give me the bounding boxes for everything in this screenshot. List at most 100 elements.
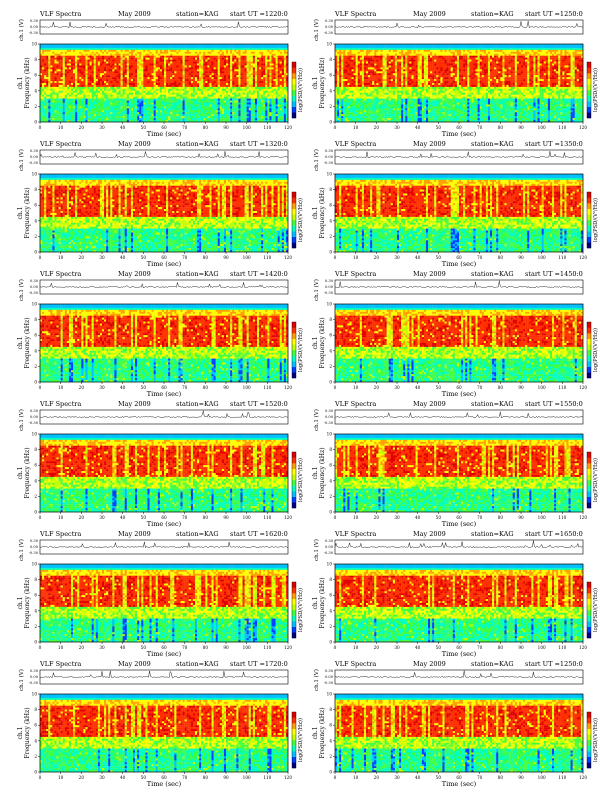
spectrogram-cell: [48, 118, 51, 121]
spectrogram-cell: [250, 100, 254, 103]
spectrogram-cell: [102, 45, 105, 49]
spectrogram-cell: [209, 49, 212, 52]
spectrogram-cell: [223, 92, 227, 95]
spectrogram-cell: [133, 77, 136, 80]
spectrogram-cell: [130, 96, 134, 99]
spectrogram-cell: [248, 53, 251, 56]
spectrogram-cell: [87, 81, 90, 84]
spectrogram-cell: [221, 49, 225, 52]
spectrogram-cell: [263, 73, 266, 76]
spectrogram-cell: [104, 79, 107, 82]
spectrogram-cell: [273, 53, 276, 56]
spectrogram-cell: [153, 92, 156, 95]
spectrogram-cell: [176, 69, 179, 72]
spectrogram-cell: [230, 114, 233, 117]
spectrogram-cell: [207, 96, 210, 99]
spectrogram-cell: [186, 116, 189, 119]
spectrogram-cell: [164, 108, 167, 111]
spectrogram-cell: [118, 92, 121, 95]
spectrogram-cell: [166, 88, 169, 91]
spectrogram-cell: [168, 45, 171, 49]
spectrogram-cell: [207, 49, 210, 52]
spectrogram-cell: [230, 69, 233, 72]
spectrogram-cell: [275, 57, 278, 60]
spectrogram-cell: [56, 94, 59, 97]
spectrogram-cell: [102, 81, 105, 84]
spectrogram-cell: [50, 116, 53, 119]
spectrogram-cell: [248, 59, 251, 62]
spectrogram-cell: [195, 96, 198, 99]
spectrogram-cell: [201, 47, 204, 50]
spectrogram-cell: [184, 120, 187, 123]
spectrogram-cell: [161, 61, 165, 64]
spectrogram-cell: [122, 118, 125, 121]
spectrogram-cell: [176, 57, 179, 60]
spectrogram-cell: [207, 57, 210, 60]
spectrogram-cell: [79, 75, 82, 78]
spectrogram-cell: [153, 112, 156, 115]
spectrogram-cell: [277, 94, 280, 97]
spectrogram-cell: [265, 47, 268, 50]
spectrogram-cell: [143, 67, 146, 70]
spectrogram-cell: [261, 114, 264, 117]
spectrogram-cell: [83, 116, 86, 119]
spectrogram-cell: [166, 77, 169, 80]
spectrogram-cell: [56, 88, 59, 91]
spectrogram-cell: [155, 90, 158, 93]
spectrogram-cell: [93, 88, 96, 91]
spectrogram-cell: [168, 77, 171, 80]
spectrogram-cell: [263, 59, 266, 62]
spectrogram-cell: [102, 44, 105, 47]
spectrogram-cell: [135, 86, 138, 89]
spectrogram-cell: [228, 63, 231, 66]
spectrogram-cell: [71, 118, 74, 121]
spectrogram-cell: [164, 94, 167, 97]
spectrogram-cell: [279, 47, 282, 50]
spectrogram-cell: [54, 114, 57, 117]
spectrogram-cell: [223, 49, 227, 52]
spectrogram-cell: [118, 102, 121, 105]
spectrogram-cell: [87, 116, 90, 119]
spectrogram-cell: [186, 96, 189, 99]
spectrogram-cell: [254, 120, 258, 123]
spectrogram-cell: [128, 47, 132, 50]
spectrogram-cell: [50, 110, 53, 113]
spectrogram-cell: [114, 55, 117, 58]
spectrogram-cell: [277, 106, 280, 109]
spectrogram-cell: [236, 61, 239, 64]
spectrogram-cell: [161, 120, 165, 123]
spectrogram-cell: [572, 44, 575, 47]
spectrogram-cell: [91, 94, 94, 97]
spectrogram-cell: [382, 44, 385, 47]
spectrogram-cell: [133, 73, 136, 76]
spectrogram-cell: [149, 84, 152, 88]
spectrogram-cell: [149, 104, 152, 107]
spectrogram-cell: [48, 69, 51, 72]
spectrogram-cell: [110, 49, 113, 52]
spectrogram-cell: [265, 86, 268, 89]
spectrogram-cell: [199, 67, 202, 70]
spectrogram-cell: [275, 79, 278, 82]
spectrogram-cell: [277, 55, 280, 58]
spectrogram-cell: [133, 81, 136, 84]
spectrogram-cell: [97, 55, 101, 58]
spectrogram-cell: [79, 100, 82, 103]
spectrogram-cell: [124, 84, 127, 88]
spectrogram-cell: [180, 61, 183, 64]
spectrogram-cell: [85, 94, 88, 97]
spectrogram-cell: [118, 57, 121, 60]
spectrogram-cell: [155, 86, 158, 89]
spectrogram-cell: [149, 94, 152, 97]
spectrogram-cell: [149, 63, 152, 66]
spectrogram-cell: [124, 92, 127, 95]
spectrogram-cell: [259, 71, 262, 74]
spectrogram-cell: [238, 114, 241, 117]
spectrogram-cell: [244, 77, 247, 80]
spectrogram-cell: [226, 79, 229, 82]
spectrogram-cell: [116, 77, 119, 80]
spectrogram-cell: [126, 67, 130, 70]
spectrogram-cell: [228, 96, 231, 99]
spectrogram-cell: [207, 45, 210, 49]
spectrogram-cell: [108, 75, 111, 78]
spectrogram-cell: [110, 83, 113, 86]
